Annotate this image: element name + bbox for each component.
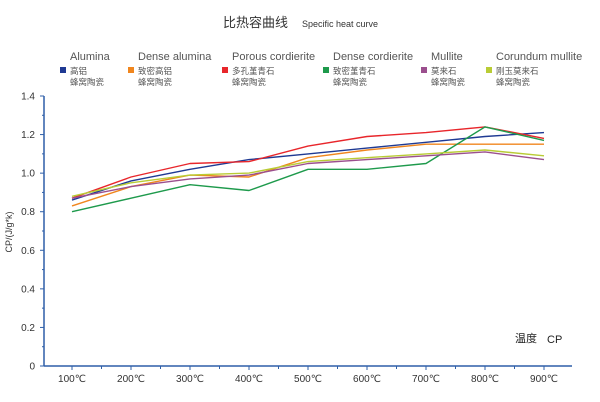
x-tick-label: 800℃ bbox=[471, 374, 499, 385]
x-tick-label: 100℃ bbox=[58, 374, 86, 385]
legend-cn-sublabel-alumina: 蜂窝陶瓷 bbox=[70, 77, 105, 87]
series-line-alumina bbox=[71, 131, 545, 201]
legend-label-dense-cordierite: Dense cordierite bbox=[333, 51, 413, 63]
legend-cn-label-mullite: 莫来石 bbox=[431, 66, 457, 76]
legend-cn-sublabel-corundum-mullite: 蜂窝陶瓷 bbox=[496, 77, 531, 87]
series-line-mullite bbox=[71, 151, 545, 199]
legend-label-alumina: Alumina bbox=[70, 51, 111, 63]
legend-cn-sublabel-dense-cordierite: 蜂窝陶瓷 bbox=[333, 77, 368, 87]
legend-cn-label-dense-cordierite: 致密堇青石 bbox=[333, 66, 376, 76]
x-tick-label: 200℃ bbox=[117, 374, 145, 385]
legend-swatch-dense-cordierite bbox=[323, 67, 329, 73]
y-tick-label: 1.0 bbox=[21, 169, 35, 180]
y-tick-label: 0.6 bbox=[21, 246, 35, 257]
y-tick-label: 0 bbox=[29, 362, 35, 373]
legend-cn-sublabel-dense-alumina: 蜂窝陶瓷 bbox=[138, 77, 173, 87]
y-axis-label: CP/(J/g*k) bbox=[4, 211, 14, 252]
legend-cn-label-corundum-mullite: 刚玉莫来石 bbox=[496, 66, 539, 76]
series-lines bbox=[71, 126, 545, 213]
x-tick-label: 900℃ bbox=[530, 374, 558, 385]
y-tick-label: 1.2 bbox=[21, 130, 35, 141]
legend-label-porous-cordierite: Porous cordierite bbox=[232, 51, 315, 63]
y-tick-label: 1.4 bbox=[21, 92, 35, 103]
x-tick-label: 600℃ bbox=[353, 374, 381, 385]
legend-cn-label-dense-alumina: 致密高铝 bbox=[138, 66, 172, 76]
x-tick-label: 400℃ bbox=[235, 374, 263, 385]
x-axis-label-en: CP bbox=[547, 334, 562, 346]
x-tick-label: 300℃ bbox=[176, 374, 204, 385]
legend-cn-sublabel-mullite: 蜂窝陶瓷 bbox=[431, 77, 466, 87]
x-ticks: 100℃ 200℃ 300℃ 400℃ 500℃ 600℃ 700℃ 800℃ 900℃ bbox=[58, 366, 558, 385]
chart-subtitle: Specific heat curve bbox=[302, 19, 378, 29]
x-axis-label-cn: 温度 bbox=[515, 331, 537, 345]
x-tick-label: 700℃ bbox=[412, 374, 440, 385]
legend-swatch-mullite bbox=[421, 67, 427, 73]
x-tick-label: 500℃ bbox=[294, 374, 322, 385]
y-tick-label: 0.4 bbox=[21, 284, 35, 295]
legend-label-mullite: Mullite bbox=[431, 51, 463, 63]
legend-swatch-alumina bbox=[60, 67, 66, 73]
legend-cn-label-alumina: 高铝 bbox=[70, 66, 87, 76]
y-tick-label: 0.8 bbox=[21, 207, 35, 218]
legend-swatch-corundum-mullite bbox=[486, 67, 492, 73]
legend-label-dense-alumina: Dense alumina bbox=[138, 51, 212, 63]
legend-cn-sublabel-porous-cordierite: 蜂窝陶瓷 bbox=[232, 77, 267, 87]
series-line-dense-cordierite bbox=[71, 126, 545, 213]
legend-swatch-dense-alumina bbox=[128, 67, 134, 73]
chart-title: 比热容曲线 bbox=[223, 15, 288, 30]
series-line-dense-alumina bbox=[71, 143, 544, 207]
series-line-porous-cordierite bbox=[71, 126, 545, 199]
y-tick-label: 0.2 bbox=[21, 323, 35, 334]
legend-label-corundum-mullite: Corundum mullite bbox=[496, 51, 582, 63]
legend-swatch-porous-cordierite bbox=[222, 67, 228, 73]
legend-cn-label-porous-cordierite: 多孔堇青石 bbox=[232, 66, 275, 76]
series-line-corundum-mullite bbox=[71, 149, 545, 197]
y-ticks: 0 0.2 0.4 0.6 0.8 1.0 1.2 1.4 bbox=[21, 92, 44, 373]
